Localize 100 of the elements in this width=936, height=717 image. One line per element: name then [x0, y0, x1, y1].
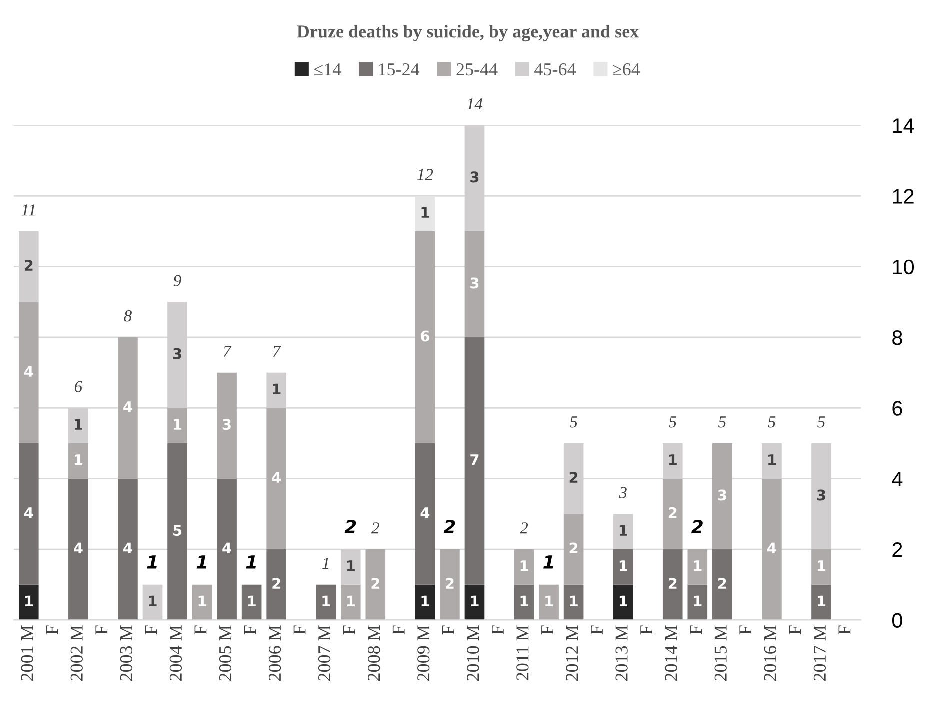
total-label: 3	[619, 487, 627, 498]
data-label: 1	[818, 596, 826, 607]
data-label: 2	[24, 260, 33, 271]
x-tick-label: 2004 M	[170, 626, 182, 681]
data-label: 4	[124, 402, 132, 412]
data-label: 4	[24, 366, 34, 377]
data-label: 1	[75, 454, 83, 466]
total-label: 1	[246, 556, 256, 569]
x-tick-label: 2003 M	[120, 626, 132, 681]
data-label: 1	[198, 596, 206, 607]
total-label: 2	[444, 520, 456, 534]
data-label: 1	[347, 596, 355, 607]
data-label: 3	[173, 348, 182, 360]
bar	[168, 408, 188, 444]
bar	[688, 584, 708, 620]
bar	[68, 444, 88, 479]
data-label: 3	[470, 172, 479, 183]
bar	[662, 478, 683, 550]
total-label: 2	[692, 520, 703, 534]
total-label: 5	[818, 416, 826, 428]
x-tick-label: 2007 M	[318, 626, 331, 681]
x-tick-label: F	[640, 626, 652, 635]
total-label: 1	[196, 556, 206, 569]
y-tick-label: 10	[893, 260, 914, 275]
x-tick-label: 2011 M	[516, 626, 529, 680]
y-tick-label: 4	[892, 472, 903, 486]
data-label: 1	[544, 556, 554, 569]
data-label: 4	[74, 542, 83, 554]
x-tick-label: F	[838, 626, 851, 635]
data-label: 4	[768, 542, 776, 554]
x-tick-label: F	[96, 626, 108, 635]
y-tick-label: 6	[892, 401, 902, 416]
data-label: 1	[322, 596, 330, 607]
x-tick-label: F	[145, 626, 158, 635]
x-tick-label: F	[690, 626, 702, 635]
total-label: 1	[520, 596, 528, 607]
bar	[464, 584, 485, 620]
bar	[712, 444, 732, 550]
data-label: 3	[470, 278, 479, 289]
bar	[340, 584, 361, 620]
data-label: 1	[694, 560, 702, 572]
data-label: 1	[620, 525, 628, 536]
bar	[514, 584, 534, 620]
y-tick-label: 14	[893, 118, 914, 134]
bar	[118, 338, 138, 479]
data-label: 4	[24, 508, 34, 518]
x-tick-label: 2016 M	[764, 626, 776, 681]
x-tick-label: F	[542, 626, 554, 635]
bar	[366, 550, 386, 620]
total-label: 12	[417, 169, 434, 180]
data-label: 1	[174, 419, 182, 430]
x-tick-label: F	[740, 626, 752, 635]
bar	[762, 478, 782, 620]
total-label: 5	[668, 416, 677, 428]
data-label: 2	[272, 578, 280, 589]
data-label: 1	[347, 560, 355, 572]
x-tick-label: 2008 M	[368, 626, 380, 681]
data-label: 1	[422, 207, 430, 218]
total-label: 5	[570, 416, 578, 428]
bar	[712, 550, 732, 620]
data-label: 3	[817, 490, 826, 501]
bar	[514, 550, 534, 585]
total-label: 14	[466, 98, 483, 110]
bar	[440, 550, 460, 620]
x-tick-label: 2013 M	[616, 626, 628, 681]
total-label: 8	[124, 310, 132, 322]
data-label: 1	[694, 596, 702, 607]
bar	[812, 550, 832, 585]
bar	[415, 196, 436, 232]
data-label: 1	[149, 596, 157, 607]
bar	[415, 444, 436, 585]
data-label: 2	[446, 578, 454, 589]
data-label: 2	[570, 472, 578, 483]
total-label: 7	[273, 346, 282, 357]
bar	[242, 584, 262, 620]
total-label: 1	[147, 556, 157, 569]
y-tick-label: 2	[892, 542, 902, 558]
bar	[266, 550, 286, 620]
x-tick-label: F	[492, 626, 504, 635]
bar	[539, 584, 559, 620]
total-label: 11	[22, 204, 35, 216]
bar	[464, 338, 485, 585]
bar	[613, 550, 634, 585]
data-label: 4	[222, 542, 232, 554]
data-label: 4	[420, 508, 430, 518]
bar	[18, 584, 39, 620]
bar	[688, 550, 708, 585]
data-label: 1	[620, 596, 628, 607]
data-label: 2	[668, 507, 677, 518]
data-label: 1	[471, 596, 479, 607]
bar	[613, 584, 634, 620]
data-label: 1	[669, 454, 677, 466]
x-tick-label: F	[591, 626, 603, 635]
total-label: 2	[520, 522, 528, 534]
total-label: 5	[768, 416, 776, 428]
x-tick-label: 2015 M	[714, 626, 727, 681]
bar	[316, 584, 336, 620]
data-label: 1	[620, 560, 628, 572]
bar	[192, 584, 212, 620]
bar	[662, 550, 683, 620]
